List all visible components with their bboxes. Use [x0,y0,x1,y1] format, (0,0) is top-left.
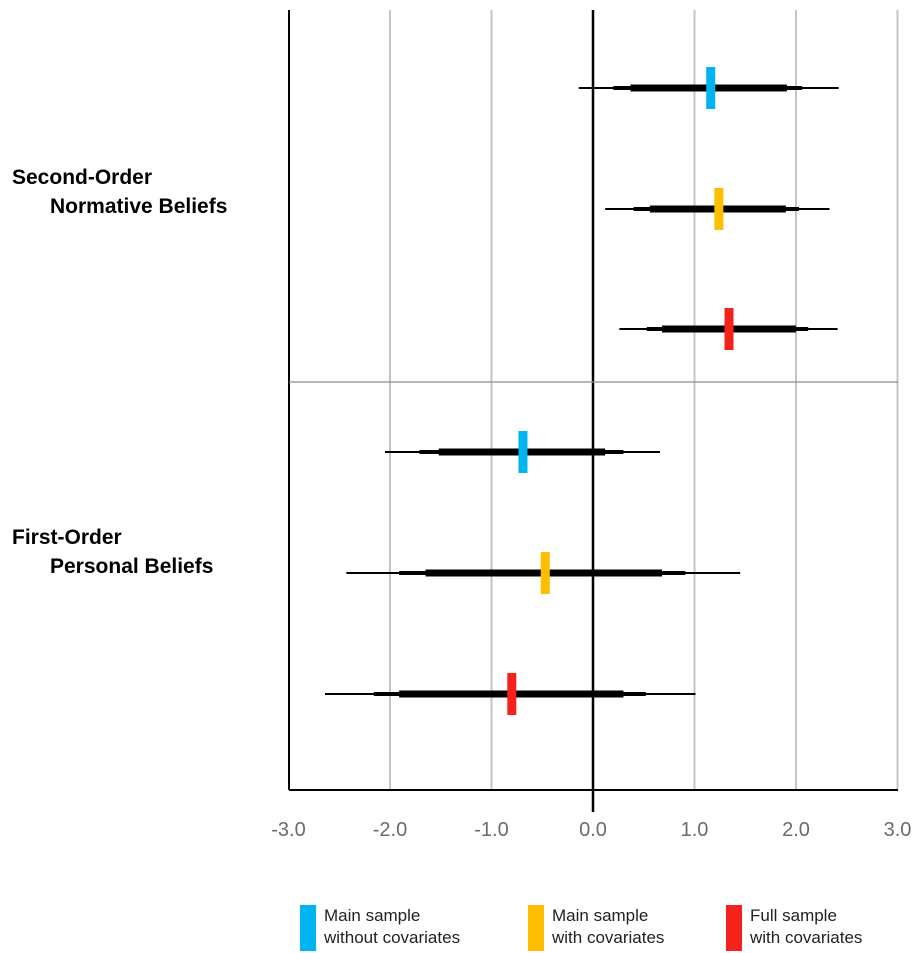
group-label-line1: Second-Order [12,166,153,189]
x-tick-label: 1.0 [681,819,709,841]
x-tick-label: -3.0 [271,819,305,841]
group-label-line2: Personal Beliefs [50,555,214,578]
legend-item-main-cov: Main sample with covariates [528,905,712,951]
group-label-line2: Normative Beliefs [50,195,228,218]
point-estimate [518,431,528,473]
x-tick-label: 3.0 [884,819,912,841]
legend-swatch [528,905,544,951]
point-estimate [714,188,724,230]
x-tick-label: -1.0 [474,819,508,841]
legend-label-line1: Main sample [552,906,649,925]
grid-lines [389,10,899,790]
legend: Main sample without covariates Main samp… [300,905,910,953]
group-label-second-order: Second-Order Normative Beliefs [12,163,227,221]
x-tick-label: 0.0 [579,819,607,841]
point-estimate [706,67,716,109]
legend-label-line1: Full sample [750,906,837,925]
legend-swatch [726,905,742,951]
axes [288,10,898,812]
x-tick-labels: -3.0 -2.0 -1.0 0.0 1.0 2.0 3.0 [271,819,911,841]
group-label-first-order: First-Order Personal Beliefs [12,523,213,581]
group-label-line1: First-Order [12,526,122,549]
point-estimate [540,552,550,594]
legend-label-line2: with covariates [552,928,665,947]
legend-label-line2: without covariates [324,928,461,947]
legend-swatch [300,905,316,951]
legend-item-main-no-cov: Main sample without covariates [300,905,484,951]
legend-label-line1: Main sample [324,906,421,925]
x-tick-label: 2.0 [782,819,810,841]
legend-item-full-cov: Full sample with covariates [726,905,910,951]
chart-marks [325,67,839,715]
x-tick-label: -2.0 [373,819,407,841]
point-estimate [724,308,734,350]
legend-label-line2: with covariates [750,928,863,947]
point-estimate [507,673,517,715]
